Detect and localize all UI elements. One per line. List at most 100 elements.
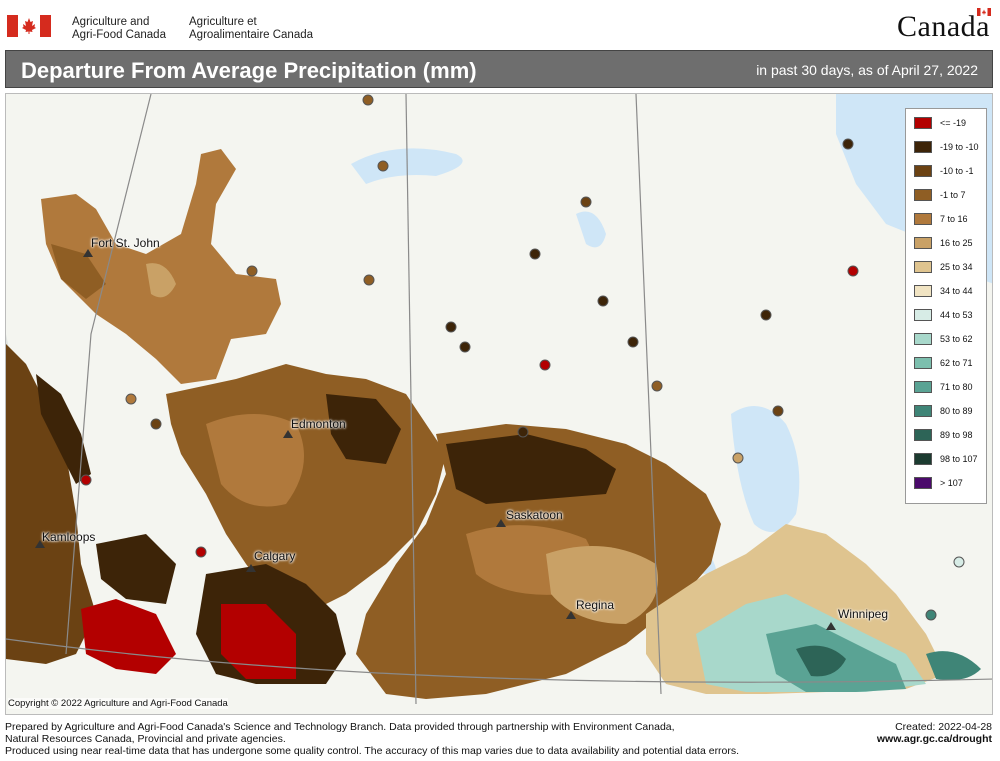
city-marker-kamloops	[35, 540, 45, 548]
station-point	[363, 274, 375, 286]
legend-label: <= -19	[940, 118, 967, 128]
footer-notes: Prepared by Agriculture and Agri-Food Ca…	[5, 721, 739, 757]
agency-fr-line1: Agriculture et	[189, 16, 257, 28]
region-bc-ridge-minus19	[36, 374, 91, 484]
legend-label: 98 to 107	[940, 454, 978, 464]
legend-item: > 107	[914, 477, 986, 491]
station-point	[847, 265, 859, 277]
us-border	[6, 638, 992, 683]
map-title: Departure From Average Precipitation (mm…	[21, 58, 477, 83]
precip-regions	[6, 149, 981, 699]
legend-label: -1 to 7	[940, 190, 966, 200]
region-winnipeg-89-98	[796, 645, 846, 677]
region-east-mb-80-89	[926, 651, 981, 681]
city-marker-regina	[566, 611, 576, 619]
agency-fr-line2: Agroalimentaire Canada	[189, 29, 314, 41]
station-point	[597, 295, 609, 307]
station-point	[377, 160, 389, 172]
legend-swatch	[914, 261, 932, 273]
legend-item: 62 to 71	[914, 357, 986, 371]
legend-label: 62 to 71	[940, 358, 973, 368]
agency-name-english: Agriculture and Agri-Food Canada	[72, 16, 166, 42]
station-points	[80, 94, 965, 621]
legend-item: 53 to 62	[914, 333, 986, 347]
region-north-sask-minus19	[446, 434, 616, 504]
legend-label: > 107	[940, 478, 963, 488]
legend-item: -1 to 7	[914, 189, 986, 203]
legend-swatch	[914, 453, 932, 465]
legend-item: 25 to 34	[914, 261, 986, 275]
station-point	[580, 196, 592, 208]
city-label-saskatoon: Saskatoon	[506, 508, 563, 522]
agency-en-line2: Agri-Food Canada	[72, 29, 166, 41]
legend-label: 53 to 62	[940, 334, 973, 344]
region-southwest-alberta-driest	[221, 604, 296, 679]
footer-line2: Natural Resources Canada, Provincial and…	[5, 733, 286, 745]
title-bar: Departure From Average Precipitation (mm…	[5, 50, 993, 88]
legend-item: -10 to -1	[914, 165, 986, 179]
agency-en-line1: Agriculture and	[72, 16, 150, 28]
city-marker-fort-st-john	[83, 249, 93, 257]
region-se-bc-driest	[81, 599, 176, 674]
region-bc-interior-minus10	[6, 344, 96, 664]
region-regina-16-25	[546, 546, 658, 624]
region-ne-edmonton-minus19	[326, 394, 401, 464]
city-label-winnipeg: Winnipeg	[838, 607, 889, 621]
station-point	[627, 336, 639, 348]
legend-label: 25 to 34	[940, 262, 973, 272]
station-point	[459, 341, 471, 353]
station-point	[925, 609, 937, 621]
city-label-calgary: Calgary	[254, 549, 296, 563]
station-point	[445, 321, 457, 333]
city-marker-edmonton	[283, 430, 293, 438]
legend-swatch	[914, 477, 932, 489]
agency-name-french: Agriculture et Agroalimentaire Canada	[189, 16, 313, 42]
region-fsj-minus1-7	[51, 244, 106, 299]
legend-swatch	[914, 117, 932, 129]
created-date: Created: 2022-04-28	[895, 721, 992, 733]
provincial-borders	[6, 94, 992, 705]
legend-swatch	[914, 141, 932, 153]
legend-swatch	[914, 237, 932, 249]
station-point	[732, 452, 744, 464]
legend-item: <= -19	[914, 117, 986, 131]
legend-swatch	[914, 405, 932, 417]
legend-label: 44 to 53	[940, 310, 973, 320]
city-marker-winnipeg	[826, 622, 836, 630]
legend-label: -10 to -1	[940, 166, 974, 176]
legend-label: 80 to 89	[940, 406, 973, 416]
legend-label: 7 to 16	[940, 214, 968, 224]
station-point	[195, 546, 207, 558]
station-point	[651, 380, 663, 392]
legend-swatch	[914, 285, 932, 297]
city-marker-saskatoon	[496, 519, 506, 527]
footer-line1: Prepared by Agriculture and Agri-Food Ca…	[5, 721, 675, 733]
city-label-regina: Regina	[576, 598, 615, 612]
legend: <= -19 -19 to -10 -10 to -1 -1 to 7 7 to 16 1…	[905, 108, 987, 504]
station-point	[362, 94, 374, 106]
canada-wordmark: Canada	[897, 10, 990, 43]
bc-alberta-border	[65, 94, 152, 655]
footer-line3: Produced using near real-time data that …	[5, 745, 740, 757]
lake-winnipeg	[731, 406, 800, 532]
legend-label: 71 to 80	[940, 382, 973, 392]
legend-item: 34 to 44	[914, 285, 986, 299]
agr-url-link[interactable]: www.agr.gc.ca/drought	[876, 733, 992, 745]
region-kootenay-minus19	[96, 534, 176, 604]
city-label-edmonton: Edmonton	[291, 417, 346, 431]
legend-swatch	[914, 309, 932, 321]
legend-label: 34 to 44	[940, 286, 973, 296]
legend-item: 7 to 16	[914, 213, 986, 227]
legend-label: -19 to -10	[940, 142, 979, 152]
city-label-fort-st-john: Fort St. John	[91, 236, 160, 250]
city-label-kamloops: Kamloops	[42, 530, 96, 544]
station-point	[246, 265, 258, 277]
station-point	[125, 393, 137, 405]
legend-item: 16 to 25	[914, 237, 986, 251]
legend-item: 71 to 80	[914, 381, 986, 395]
legend-swatch	[914, 213, 932, 225]
sask-manitoba-border	[635, 94, 662, 695]
header: Agriculture and Agri-Food Canada Agricul…	[0, 0, 1000, 48]
map-canvas	[6, 94, 992, 714]
city-marker-calgary	[246, 564, 256, 572]
